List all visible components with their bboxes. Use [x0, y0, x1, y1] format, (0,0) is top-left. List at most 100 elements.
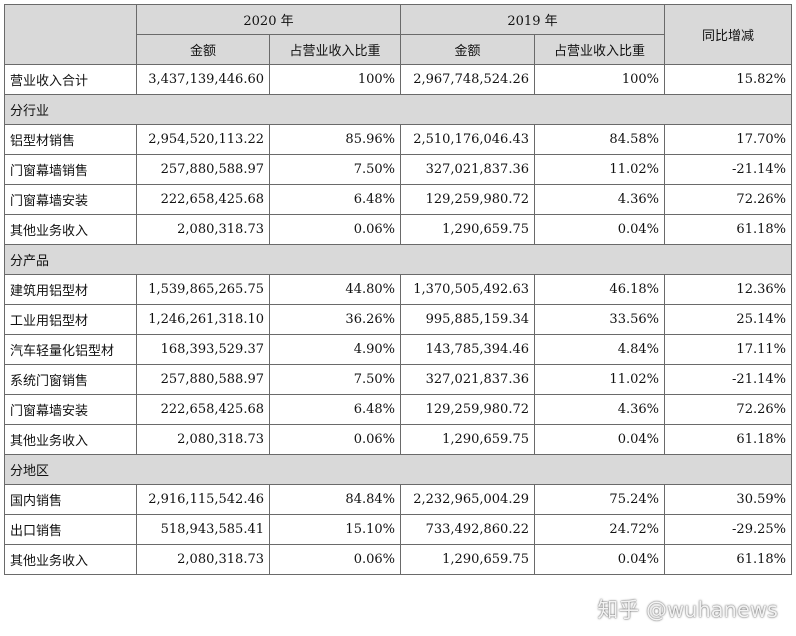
total-share-2019: 100% [534, 64, 665, 95]
cell-share-2019: 33.56% [534, 304, 665, 335]
cell-amount-2019: 995,885,159.34 [400, 304, 535, 335]
section-header-row: 分产品 [4, 244, 792, 275]
row-label: 系统门窗销售 [4, 364, 137, 395]
table-row: 其他业务收入 2,080,318.73 0.06% 1,290,659.75 0.04%… [4, 424, 792, 455]
cell-amount-2020: 1,539,865,265.75 [136, 274, 270, 305]
cell-amount-2019: 129,259,980.72 [400, 394, 535, 425]
cell-amount-2020: 2,080,318.73 [136, 424, 270, 455]
cell-amount-2020: 2,916,115,542.46 [136, 484, 270, 515]
cell-share-2019: 24.72% [534, 514, 665, 545]
cell-amount-2019: 2,510,176,046.43 [400, 124, 535, 155]
total-amount-2019: 2,967,748,524.26 [400, 64, 535, 95]
cell-amount-2020: 222,658,425.68 [136, 184, 270, 215]
cell-share-2019: 11.02% [534, 154, 665, 185]
cell-share-2019: 84.58% [534, 124, 665, 155]
cell-yoy: 12.36% [664, 274, 792, 305]
cell-share-2020: 15.10% [269, 514, 401, 545]
cell-share-2020: 7.50% [269, 154, 401, 185]
cell-share-2020: 6.48% [269, 184, 401, 215]
total-amount-2020: 3,437,139,446.60 [136, 64, 270, 95]
total-label: 营业收入合计 [4, 64, 137, 95]
cell-amount-2020: 222,658,425.68 [136, 394, 270, 425]
table-row: 工业用铝型材 1,246,261,318.10 36.26% 995,885,159.… [4, 304, 792, 335]
cell-share-2019: 11.02% [534, 364, 665, 395]
watermark: 知乎 @wuhanews [597, 598, 778, 622]
cell-share-2020: 36.26% [269, 304, 401, 335]
cell-share-2019: 4.36% [534, 394, 665, 425]
cell-amount-2020: 2,954,520,113.22 [136, 124, 270, 155]
row-label: 铝型材销售 [4, 124, 137, 155]
section-title: 分行业 [4, 94, 792, 125]
cell-yoy: -21.14% [664, 154, 792, 185]
row-label: 其他业务收入 [4, 424, 137, 455]
row-label: 建筑用铝型材 [4, 274, 137, 305]
cell-share-2020: 0.06% [269, 544, 401, 575]
cell-share-2019: 0.04% [534, 214, 665, 245]
revenue-breakdown-table: 2020 年 2019 年 同比增减 金额 占营业收入比重 金额 占营业收入比重… [4, 4, 792, 575]
cell-amount-2019: 327,021,837.36 [400, 364, 535, 395]
cell-amount-2020: 257,880,588.97 [136, 154, 270, 185]
header-year-2020: 2020 年 [136, 4, 401, 35]
cell-share-2020: 85.96% [269, 124, 401, 155]
table-row: 其他业务收入 2,080,318.73 0.06% 1,290,659.75 0.04%… [4, 214, 792, 245]
cell-share-2019: 75.24% [534, 484, 665, 515]
cell-amount-2020: 518,943,585.41 [136, 514, 270, 545]
cell-amount-2020: 2,080,318.73 [136, 544, 270, 575]
total-row: 营业收入合计 3,437,139,446.60 100% 2,967,748,5… [4, 64, 792, 95]
cell-yoy: 61.18% [664, 214, 792, 245]
row-label: 工业用铝型材 [4, 304, 137, 335]
cell-amount-2020: 2,080,318.73 [136, 214, 270, 245]
cell-share-2020: 7.50% [269, 364, 401, 395]
section-header-row: 分行业 [4, 94, 792, 125]
cell-yoy: 72.26% [664, 184, 792, 215]
cell-yoy: 72.26% [664, 394, 792, 425]
cell-yoy: -21.14% [664, 364, 792, 395]
table-row: 出口销售 518,943,585.41 15.10% 733,492,860.22 24… [4, 514, 792, 545]
cell-share-2019: 46.18% [534, 274, 665, 305]
row-label: 其他业务收入 [4, 214, 137, 245]
cell-amount-2019: 1,290,659.75 [400, 214, 535, 245]
section-header-row: 分地区 [4, 454, 792, 485]
table-row: 门窗幕墙销售 257,880,588.97 7.50% 327,021,837.36 1… [4, 154, 792, 185]
cell-share-2020: 6.48% [269, 394, 401, 425]
cell-yoy: 30.59% [664, 484, 792, 515]
table-row: 汽车轻量化铝型材 168,393,529.37 4.90% 143,785,394.4… [4, 334, 792, 365]
row-label: 门窗幕墙销售 [4, 154, 137, 185]
cell-share-2019: 0.04% [534, 544, 665, 575]
table-row: 其他业务收入 2,080,318.73 0.06% 1,290,659.75 0.04%… [4, 544, 792, 575]
cell-share-2020: 0.06% [269, 424, 401, 455]
row-label: 门窗幕墙安装 [4, 394, 137, 425]
header-share-2019: 占营业收入比重 [534, 34, 665, 65]
cell-share-2020: 84.84% [269, 484, 401, 515]
header-amount-2019: 金额 [400, 34, 535, 65]
cell-yoy: 17.11% [664, 334, 792, 365]
table-row: 国内销售 2,916,115,542.46 84.84% 2,232,965,004.… [4, 484, 792, 515]
cell-amount-2020: 1,246,261,318.10 [136, 304, 270, 335]
table-row: 铝型材销售 2,954,520,113.22 85.96% 2,510,176,046… [4, 124, 792, 155]
row-label: 出口销售 [4, 514, 137, 545]
cell-share-2019: 4.36% [534, 184, 665, 215]
cell-share-2020: 4.90% [269, 334, 401, 365]
section-title: 分地区 [4, 454, 792, 485]
row-label: 汽车轻量化铝型材 [4, 334, 137, 365]
cell-share-2020: 0.06% [269, 214, 401, 245]
table-row: 门窗幕墙安装 222,658,425.68 6.48% 129,259,980.72 4… [4, 184, 792, 215]
cell-amount-2019: 1,290,659.75 [400, 424, 535, 455]
row-label: 其他业务收入 [4, 544, 137, 575]
row-label: 门窗幕墙安装 [4, 184, 137, 215]
cell-amount-2019: 733,492,860.22 [400, 514, 535, 545]
cell-amount-2019: 143,785,394.46 [400, 334, 535, 365]
header-amount-2020: 金额 [136, 34, 270, 65]
total-yoy: 15.82% [664, 64, 792, 95]
cell-yoy: 17.70% [664, 124, 792, 155]
table-row: 建筑用铝型材 1,539,865,265.75 44.80% 1,370,505,49… [4, 274, 792, 305]
table-row: 门窗幕墙安装 222,658,425.68 6.48% 129,259,980.72 4… [4, 394, 792, 425]
cell-yoy: 25.14% [664, 304, 792, 335]
cell-share-2020: 44.80% [269, 274, 401, 305]
cell-yoy: 61.18% [664, 544, 792, 575]
cell-share-2019: 4.84% [534, 334, 665, 365]
cell-amount-2020: 168,393,529.37 [136, 334, 270, 365]
header-blank-cell [4, 4, 137, 65]
row-label: 国内销售 [4, 484, 137, 515]
header-yoy: 同比增减 [664, 4, 792, 65]
